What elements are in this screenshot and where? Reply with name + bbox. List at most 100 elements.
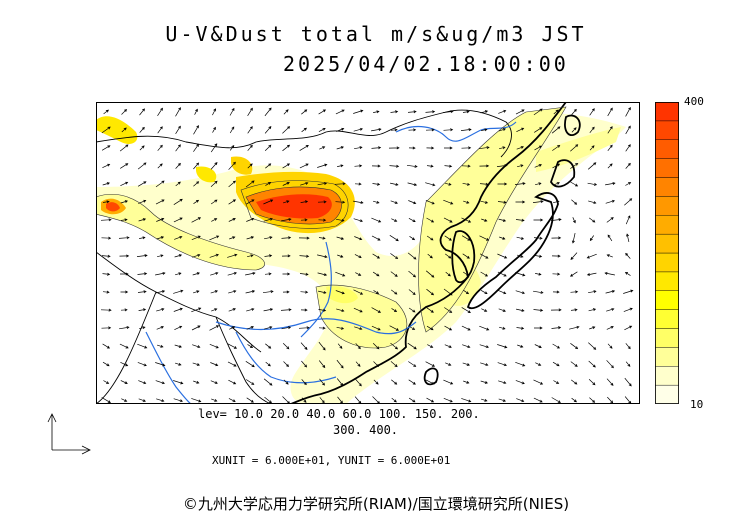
wind-arrow [157, 254, 164, 258]
wind-arrow [425, 199, 435, 205]
wind-arrow [516, 326, 525, 330]
wind-arrow [119, 325, 130, 330]
colorbar-cell [655, 290, 679, 310]
wind-arrow [298, 236, 310, 240]
vector-unit-text: XUNIT = 6.000E+01, YUNIT = 6.000E+01 [212, 454, 451, 467]
wind-arrow [355, 361, 361, 367]
wind-arrow [444, 307, 453, 313]
wind-arrow [193, 181, 200, 187]
wind-arrow [245, 199, 255, 205]
wind-arrow [390, 271, 398, 277]
wind-arrow [587, 182, 598, 186]
wind-arrow [210, 362, 219, 367]
contour-levels-line2: 300. 400. [333, 423, 399, 437]
wind-arrow [445, 271, 451, 277]
wind-arrow [533, 397, 543, 403]
wind-arrow [318, 341, 326, 351]
wind-arrow [353, 109, 364, 114]
wind-arrow [373, 379, 379, 385]
wind-arrow [623, 307, 633, 312]
wind-arrow [623, 289, 634, 294]
wind-arrow [317, 254, 328, 259]
wind-arrow [443, 199, 454, 205]
wind-arrow [137, 181, 147, 187]
wind-arrow [228, 398, 236, 403]
wind-arrow [156, 236, 165, 240]
wind-arrow [571, 127, 577, 133]
wind-arrow [607, 396, 614, 404]
wind-arrow [517, 164, 524, 168]
wind-arrow [229, 236, 236, 240]
wind-arrow [607, 343, 613, 349]
wind-arrow [102, 343, 111, 349]
wind-vectors [100, 106, 634, 404]
wind-arrow [120, 272, 129, 276]
wind-arrow [572, 217, 576, 224]
wind-arrow [604, 271, 615, 276]
wind-arrow [389, 235, 399, 242]
wind-arrow [118, 236, 130, 240]
wind-arrow [571, 108, 577, 115]
wind-arrow [588, 200, 597, 205]
borders [96, 109, 512, 404]
colorbar-cell [655, 233, 679, 254]
wind-arrow [462, 271, 470, 277]
colorbar-min-label: 10 [690, 398, 704, 411]
wind-arrow [443, 288, 453, 296]
wind-arrow [588, 290, 597, 294]
wind-arrow [445, 362, 452, 366]
wind-arrow [498, 218, 507, 222]
wind-arrow [425, 270, 435, 278]
wind-arrow [462, 253, 470, 259]
wind-arrow [121, 127, 127, 133]
wind-arrow [533, 218, 544, 222]
wind-arrow [479, 253, 489, 259]
wind-arrow [463, 380, 470, 384]
wind-arrow [445, 182, 452, 186]
wind-arrow [515, 380, 525, 385]
wind-arrow [570, 252, 578, 260]
wind-arrow [229, 126, 235, 134]
wind-arrow [191, 325, 201, 331]
wind-arrow [480, 380, 488, 384]
wind-arrow [607, 163, 613, 169]
wind-arrow [299, 272, 309, 276]
wind-arrow [319, 146, 326, 150]
wind-arrow [516, 254, 524, 258]
wind-arrow [101, 126, 111, 134]
wind-arrow [443, 379, 454, 385]
wind-arrow [174, 362, 182, 366]
wind-arrow [101, 145, 111, 151]
wind-arrow [516, 146, 524, 150]
colorbar-cell [655, 120, 679, 140]
wind-arrow [607, 126, 613, 134]
wind-arrow [588, 342, 597, 350]
wind-arrow [498, 128, 507, 132]
wind-arrow [299, 163, 309, 169]
wind-arrow [157, 107, 163, 116]
wind-arrow [354, 164, 363, 168]
copyright-credit: ©九州大学応用力学研究所(RIAM)/国立環境研究所(NIES) [182, 495, 570, 513]
wind-arrow [156, 308, 165, 312]
wind-arrow [408, 379, 416, 385]
wind-arrow [589, 397, 596, 403]
wind-arrow [227, 271, 237, 276]
wind-arrow [191, 235, 201, 241]
wind-arrow [373, 110, 380, 114]
wind-arrow [282, 144, 291, 152]
wind-arrow [605, 289, 616, 294]
wind-arrow [425, 379, 435, 385]
wind-arrow [120, 163, 129, 169]
wind-arrow [426, 164, 434, 168]
wind-arrow [355, 272, 362, 276]
wind-arrow [425, 182, 436, 187]
colorbar-cell [655, 384, 679, 404]
wind-arrow [102, 182, 110, 186]
wind-arrow [552, 182, 560, 186]
wind-arrow [265, 181, 272, 186]
wind-arrow [479, 325, 490, 331]
wind-arrow [139, 126, 145, 133]
wind-arrow [443, 397, 453, 403]
wind-arrow [496, 164, 508, 168]
wind-arrow [283, 379, 289, 385]
